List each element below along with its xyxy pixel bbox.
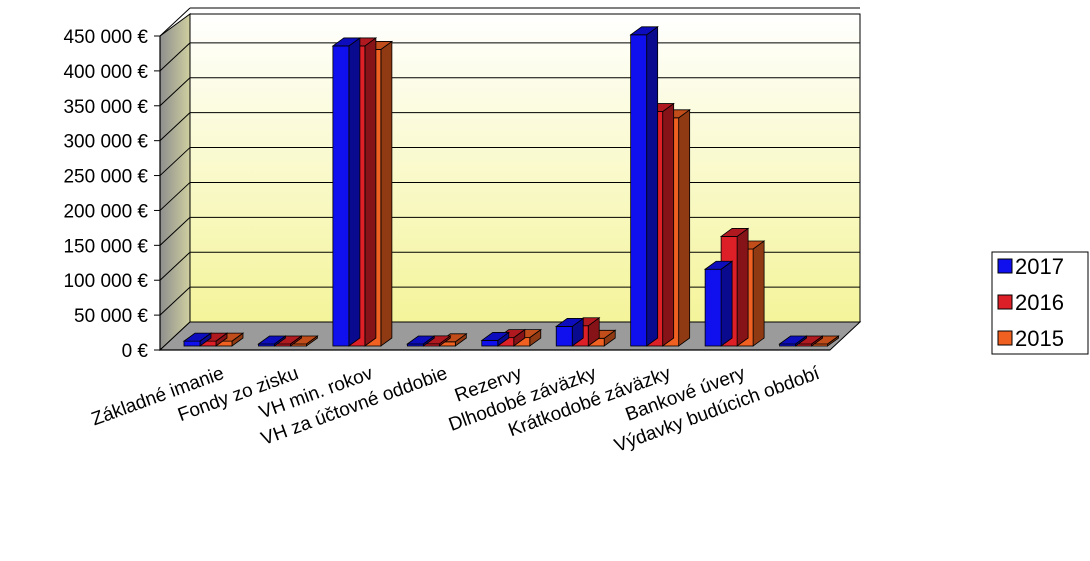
chart-side-wall [159, 13, 191, 352]
y-tick-label: 400 000 € [63, 62, 148, 83]
bar-2017 [704, 268, 722, 347]
y-tick-label: 50 000 € [74, 306, 148, 327]
bar-2017 [555, 326, 573, 347]
bar-side-2015 [752, 240, 765, 347]
gridline-side [159, 251, 191, 281]
gridline-side [159, 147, 191, 176]
legend-label-2015: 2015 [1015, 326, 1064, 351]
bar-top-2017 [331, 37, 362, 47]
gridline-side [159, 182, 191, 211]
y-axis: 0 € 50 000 € 100 000 € 150 000 € 200 000 € 25… [63, 27, 830, 362]
y-tick-label: 250 000 € [63, 167, 148, 188]
bar-top-2017 [182, 332, 213, 342]
bar-side-2016 [736, 227, 749, 347]
gridline-side [159, 77, 191, 107]
bar-side-2017 [646, 26, 659, 347]
bar-side-2016 [662, 102, 675, 347]
gridlines [159, 7, 860, 316]
bar-top-2017 [257, 335, 287, 345]
bar-2017 [481, 340, 499, 347]
legend: 2017 2016 2015 [991, 251, 1089, 355]
gridline-side [159, 7, 191, 37]
y-tick-label: 200 000 € [63, 201, 148, 222]
bar-top-2017 [629, 26, 659, 36]
bar-top-2017 [703, 260, 734, 270]
bar-top-2016 [719, 228, 750, 237]
legend-label-2016: 2016 [1015, 290, 1064, 315]
bars [182, 26, 840, 347]
bar-side-2015 [380, 40, 393, 347]
bar-2017 [183, 340, 201, 347]
bar-top-2017 [778, 335, 808, 345]
bar-side-2016 [364, 37, 377, 347]
bar-side-2015 [678, 109, 691, 347]
bar-top-2017 [406, 335, 436, 345]
y-tick-label: 350 000 € [63, 97, 148, 118]
y-tick-label: 100 000 € [63, 271, 148, 292]
gridline-side [159, 216, 191, 246]
gridline-side [159, 112, 191, 142]
legend-label-2017: 2017 [1015, 254, 1064, 279]
legend-swatch-2015 [997, 330, 1013, 346]
bar-side-2017 [348, 37, 361, 347]
bar-top-2017 [480, 332, 511, 341]
gridline-side [159, 286, 191, 316]
bar-2017 [332, 45, 350, 347]
y-tick-label: 150 000 € [63, 236, 148, 257]
gridline-side [159, 42, 191, 72]
y-tick-label: 0 € [122, 341, 149, 362]
y-tick-label: 300 000 € [63, 132, 148, 153]
bar-side-2017 [720, 260, 733, 347]
y-tick-label: 450 000 € [63, 27, 148, 48]
legend-swatch-2017 [997, 258, 1013, 274]
bar-2017 [630, 34, 648, 347]
legend-swatch-2016 [997, 294, 1013, 310]
bar-top-2017 [554, 318, 585, 327]
